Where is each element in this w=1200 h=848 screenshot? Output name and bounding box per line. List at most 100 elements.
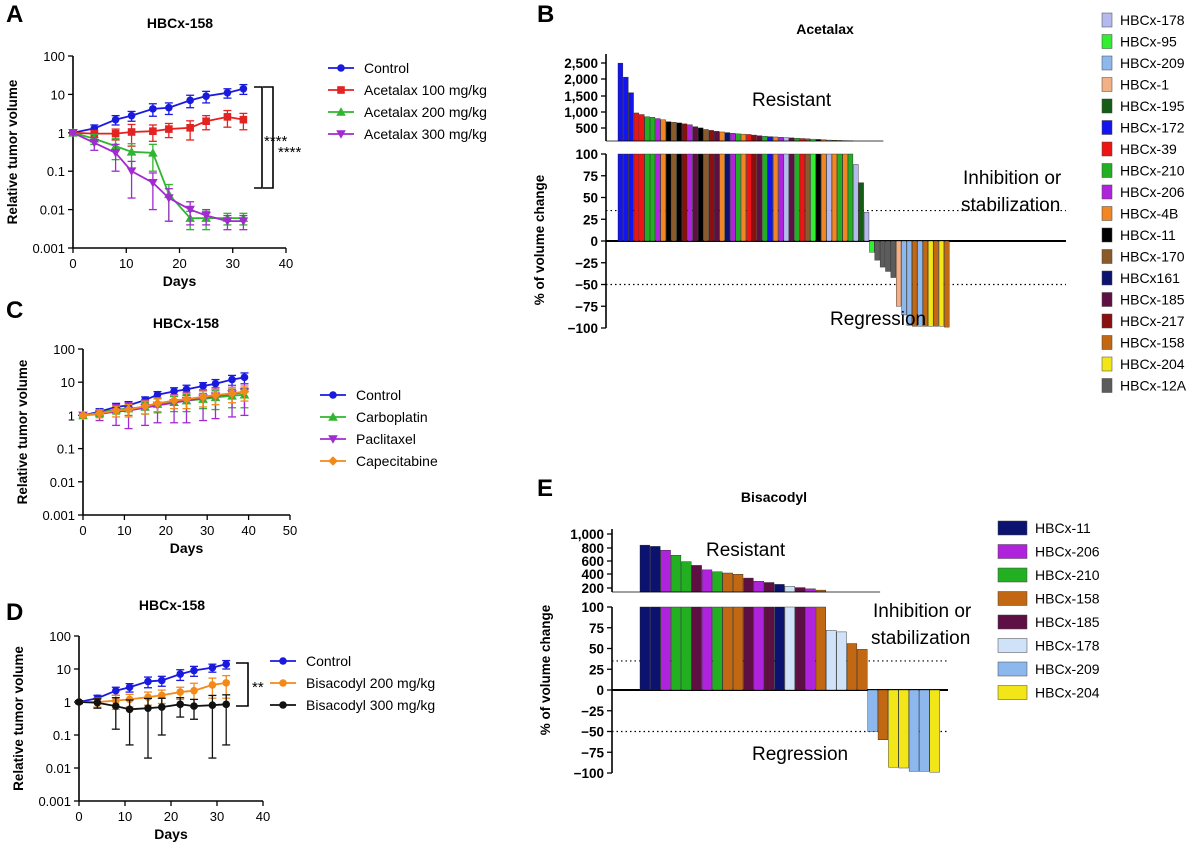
x-tick-label: 50 (283, 523, 297, 538)
upper-bar (660, 550, 671, 593)
legend-swatch (997, 614, 1028, 630)
x-tick-label: 10 (117, 523, 131, 538)
legend-marker (279, 701, 287, 709)
x-tick-label: 10 (118, 809, 132, 824)
upper-bar (639, 114, 645, 142)
panel-letter-b: B (537, 1, 554, 28)
bar (623, 153, 629, 242)
legend-label: HBCx-185 (1120, 292, 1185, 308)
bar (644, 153, 650, 242)
upper-bar (691, 565, 702, 593)
series-3 (78, 383, 250, 430)
y-tick-label: 0.001 (38, 794, 71, 809)
y-tick-label: 1 (68, 408, 75, 423)
y-tick-label: 50 (589, 642, 604, 657)
bar (867, 689, 878, 732)
data-point (110, 149, 121, 158)
upper-bar (703, 129, 709, 142)
upper-bar (722, 572, 733, 593)
legend-swatch (1101, 249, 1113, 264)
legend-label: HBCx-185 (1035, 614, 1100, 630)
x-tick-label: 30 (200, 523, 214, 538)
y-tick-label: 0.01 (40, 203, 65, 218)
data-point (210, 390, 221, 400)
bar (877, 689, 889, 740)
series-line (78, 701, 227, 711)
upper-bar (805, 588, 816, 593)
bar (617, 153, 624, 242)
bar (912, 240, 918, 327)
upper-bar (665, 121, 672, 142)
y-tick-label: 200 (581, 581, 604, 596)
legend-swatch (1101, 163, 1113, 178)
y-tick-label: 0.01 (46, 761, 71, 776)
data-point (222, 700, 230, 709)
legend-label: Control (356, 387, 401, 403)
bar (681, 606, 692, 691)
bar (837, 153, 843, 242)
y-tick-label: −100 (574, 766, 604, 781)
data-point (68, 129, 78, 138)
upper-bar (772, 136, 779, 142)
data-point (222, 217, 233, 226)
legend-label: HBCx-209 (1120, 55, 1185, 71)
bar (772, 153, 779, 242)
x-tick-label: 20 (159, 523, 173, 538)
data-point (144, 704, 152, 712)
y-tick-label: 75 (583, 169, 599, 184)
y-tick-label: 1 (64, 695, 71, 710)
data-point (125, 683, 134, 692)
data-point (227, 388, 237, 399)
y-tick-label: 100 (581, 600, 604, 615)
bar (743, 606, 754, 691)
bar (682, 153, 688, 242)
upper-bar (687, 124, 693, 142)
bar (863, 212, 870, 242)
y-tick-label: 0.001 (32, 241, 65, 256)
y-tick-label: 25 (583, 212, 599, 227)
bar (908, 689, 920, 772)
upper-bar (789, 137, 795, 142)
legend-swatch (997, 520, 1028, 536)
data-point (239, 115, 248, 124)
annotation-regression: Regression (752, 744, 848, 765)
bar (846, 643, 858, 691)
data-point (239, 84, 248, 93)
significance-bracket (263, 86, 274, 189)
legend-label: HBCx-11 (1120, 227, 1176, 243)
significance-stars: **** (278, 144, 302, 161)
data-point (164, 194, 174, 203)
data-point (201, 211, 211, 221)
x-tick-label: 20 (164, 809, 178, 824)
x-tick-label: 0 (79, 523, 86, 538)
x-axis-label: Days (170, 540, 204, 556)
data-point (140, 401, 150, 411)
data-point (198, 392, 208, 402)
y-axis-label: % of volume change (532, 174, 547, 305)
chart-title: HBCx-158 (153, 315, 219, 331)
legend-label: HBCx-209 (1035, 661, 1100, 677)
bar (928, 240, 934, 327)
upper-bar (762, 136, 768, 142)
bar (922, 240, 929, 327)
y-tick-label: −75 (581, 745, 604, 760)
legend-swatch (997, 685, 1028, 700)
data-point (170, 387, 178, 396)
bar (774, 606, 785, 691)
legend-swatch (1101, 184, 1113, 200)
legend-label: Acetalax 300 mg/kg (364, 126, 487, 142)
data-point (208, 663, 217, 672)
bar (655, 153, 661, 242)
bar (944, 240, 950, 328)
y-tick-label: −50 (581, 725, 604, 740)
panel-letter-c: C (6, 297, 23, 324)
upper-bar (732, 574, 744, 593)
y-tick-label: 10 (51, 87, 65, 102)
legend-label: HBCx-195 (1120, 98, 1185, 114)
bar (767, 153, 773, 242)
series-line (72, 115, 244, 135)
legend-label: HBCx-39 (1120, 141, 1177, 157)
y-tick-label: 0.1 (57, 442, 75, 457)
panel-letter-e: E (537, 475, 553, 502)
significance-stars: ** (252, 679, 264, 696)
